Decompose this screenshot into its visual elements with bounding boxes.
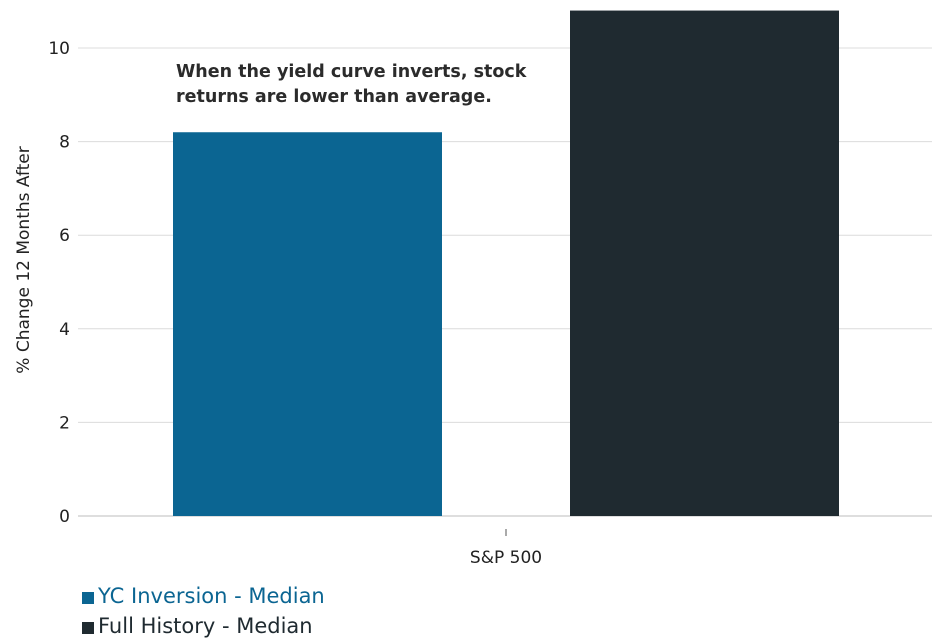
y-tick-label-2: 2	[59, 413, 70, 433]
x-axis: S&P 500	[470, 529, 542, 568]
y-tick-label-10: 10	[48, 39, 70, 59]
bar-chart: 0 2 4 6 8 10 S&P 500 % Change 12 Months After…	[14, 10, 932, 568]
legend-label-yc-inversion: YC Inversion - Median	[98, 584, 325, 608]
bar-full-history	[570, 10, 839, 517]
legend-swatch-full-history	[82, 621, 94, 634]
legend-swatch-yc-inversion	[82, 591, 94, 604]
legend-item-full-history: Full History - Median	[82, 611, 325, 641]
y-tick-label-0: 0	[59, 507, 70, 527]
annotation-line-2: returns are lower than average.	[176, 87, 492, 107]
legend-item-yc-inversion: YC Inversion - Median	[82, 581, 325, 611]
bar-yc-inversion	[173, 132, 442, 517]
y-axis-label: % Change 12 Months After	[14, 146, 34, 373]
y-tick-label-8: 8	[59, 133, 70, 153]
y-tick-labels: 0 2 4 6 8 10	[48, 39, 70, 527]
y-tick-label-4: 4	[59, 320, 70, 340]
legend: YC Inversion - Median Full History - Med…	[82, 581, 325, 641]
bars	[173, 10, 839, 517]
x-category-label: S&P 500	[470, 548, 542, 568]
legend-label-full-history: Full History - Median	[98, 614, 313, 638]
annotation-line-1: When the yield curve inverts, stock	[176, 62, 527, 82]
y-tick-label-6: 6	[59, 226, 70, 246]
